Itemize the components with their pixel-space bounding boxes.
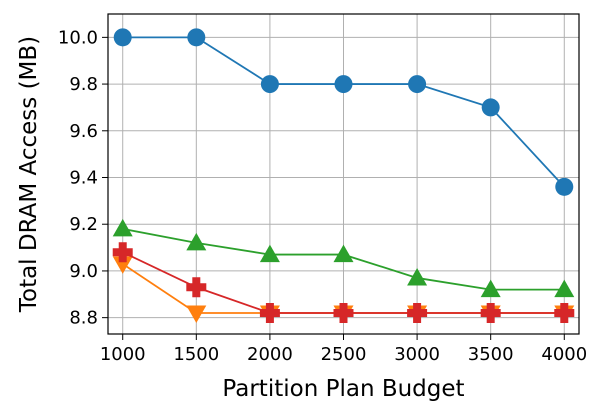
data-point: [555, 177, 574, 196]
y-tick-label: 9.6: [69, 121, 98, 142]
data-point: [333, 244, 354, 263]
data-point: [260, 75, 279, 94]
x-tick-label: 2500: [321, 344, 367, 365]
x-tick-label: 4000: [541, 344, 587, 365]
x-tick-label: 1500: [173, 344, 219, 365]
data-point: [112, 242, 133, 263]
x-axis-label: Partition Plan Budget: [222, 376, 464, 402]
data-point: [113, 28, 132, 47]
data-point: [554, 279, 575, 298]
data-point: [333, 302, 354, 323]
y-tick-label: 9.8: [69, 74, 98, 95]
series-triangle-up: [112, 218, 575, 298]
data-point: [334, 75, 353, 94]
data-point: [407, 267, 428, 286]
y-tick-label: 10.0: [58, 27, 98, 48]
data-point: [186, 232, 207, 251]
axis-ticks: 1000 1500 2000 2500 3000 3500 4000 8.8 9.0 9.2 9.4…: [58, 27, 587, 365]
data-point: [554, 302, 575, 323]
data-point: [407, 302, 428, 323]
series-plus: [112, 242, 575, 323]
data-point: [480, 279, 501, 298]
y-tick-label: 9.0: [69, 261, 98, 282]
data-point: [481, 98, 500, 117]
data-point: [187, 28, 206, 47]
data-point: [480, 302, 501, 323]
series-circle: [113, 28, 574, 196]
data-point: [186, 277, 207, 298]
data-point: [408, 75, 427, 94]
x-tick-label: 3500: [468, 344, 514, 365]
data-point: [112, 218, 133, 237]
data-point: [259, 302, 280, 323]
x-tick-label: 1000: [100, 344, 146, 365]
x-tick-label: 2000: [247, 344, 293, 365]
data-point: [112, 256, 133, 274]
series-layer: [112, 28, 575, 323]
y-axis-label: Total DRAM Access (MB): [16, 36, 42, 313]
y-tick-label: 9.4: [69, 168, 98, 189]
y-tick-label: 8.8: [69, 308, 98, 329]
data-point: [186, 305, 207, 323]
data-point: [259, 244, 280, 263]
x-tick-label: 3000: [394, 344, 440, 365]
grid-lines: [108, 14, 579, 334]
y-tick-label: 9.2: [69, 214, 98, 235]
